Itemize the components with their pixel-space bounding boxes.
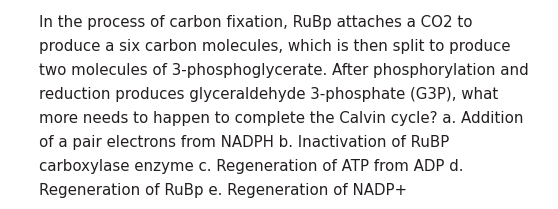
Text: of a pair electrons from NADPH b. Inactivation of RuBP: of a pair electrons from NADPH b. Inacti… xyxy=(39,135,449,150)
Text: reduction produces glyceraldehyde 3-phosphate (G3P), what: reduction produces glyceraldehyde 3-phos… xyxy=(39,87,498,102)
Text: more needs to happen to complete the Calvin cycle? a. Addition: more needs to happen to complete the Cal… xyxy=(39,111,523,126)
Text: carboxylase enzyme c. Regeneration of ATP from ADP d.: carboxylase enzyme c. Regeneration of AT… xyxy=(39,159,464,174)
Text: produce a six carbon molecules, which is then split to produce: produce a six carbon molecules, which is… xyxy=(39,39,511,54)
Text: In the process of carbon fixation, RuBp attaches a CO2 to: In the process of carbon fixation, RuBp … xyxy=(39,15,473,30)
Text: Regeneration of RuBp e. Regeneration of NADP+: Regeneration of RuBp e. Regeneration of … xyxy=(39,183,407,198)
Text: two molecules of 3-phosphoglycerate. After phosphorylation and: two molecules of 3-phosphoglycerate. Aft… xyxy=(39,63,529,78)
